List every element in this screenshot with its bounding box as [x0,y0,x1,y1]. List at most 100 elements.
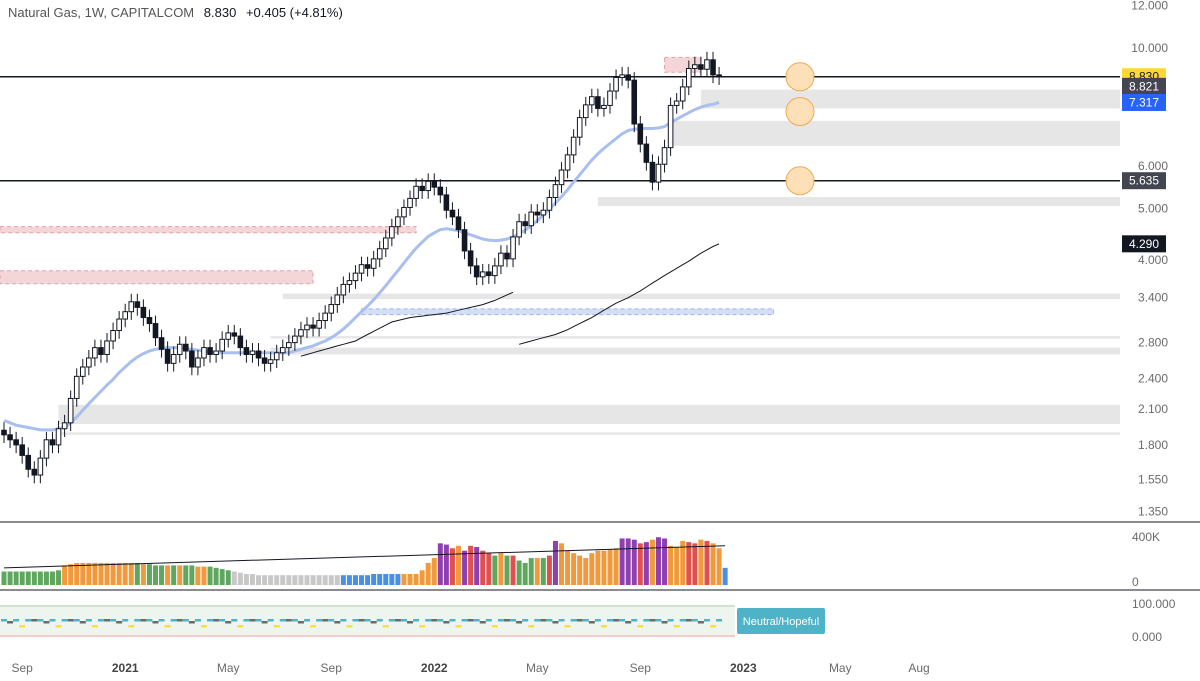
volume-bars [1,537,728,585]
candle-body [237,335,244,349]
sentiment-mark [413,619,420,622]
price-change: +0.405 (+4.81%) [245,5,343,20]
volume-bar [589,553,595,585]
volume-bar [19,571,25,585]
volume-bar [31,571,37,585]
candle-body [370,258,377,269]
candle-body [710,59,716,76]
sentiment-mark [310,625,317,628]
volume-bar [577,555,583,585]
volume-bar [595,550,601,585]
candle-body [273,352,280,361]
volume-bar [425,562,431,585]
volume-bar [583,558,589,585]
candle-body [425,180,431,192]
candle-body [249,350,256,355]
candle-body [534,211,541,216]
y-tick-label: 2.100 [1138,402,1168,416]
volume-bar [480,550,486,585]
candle-body [570,136,577,156]
gray-zone-6 [58,404,1120,424]
candle-body [564,154,571,171]
candle-body [61,422,68,430]
volume-bar [686,542,692,585]
sentiment-mark [600,625,607,628]
candle-body [116,318,122,332]
volume-bar [462,550,468,585]
volume-bar [716,548,722,585]
sentiment-marks [1,619,723,628]
candle-body [661,147,668,165]
sentiment-mark [7,621,14,624]
y-tick-label: 10.000 [1131,41,1168,55]
volume-bar [104,562,110,585]
sentiment-mark [673,625,680,628]
volume-bar [110,562,116,585]
candle-body [170,353,177,364]
volume-bar [601,550,607,585]
sentiment-mark [182,619,189,622]
volume-bar [552,540,558,585]
sentiment-mark [710,625,717,628]
x-tick-label: 2022 [421,661,448,675]
candle-body [140,306,147,319]
volume-bar [62,565,68,585]
volume-bar [49,571,55,585]
candle-body [346,280,353,285]
volume-bar [559,543,565,585]
sentiment-mark [655,619,662,622]
candle-body [92,347,98,359]
candle-body [334,294,341,306]
volume-bar [13,571,19,585]
sentiment-mark [304,619,310,622]
sentiment-mark [510,619,517,622]
candle-body [528,211,535,227]
candle-body [225,332,232,340]
sentiment-mark [352,619,359,622]
candle-body [358,264,365,274]
sentiment-mark [546,619,553,622]
volume-bar [346,575,352,585]
sentiment-mark [522,619,529,622]
volume-bar [625,538,631,585]
candle-body [176,343,183,355]
volume-bar [128,562,134,585]
sentiment-mark [73,619,80,622]
volume-bar [680,540,686,585]
candle-body [98,347,104,355]
sentiment-mark [558,619,565,622]
volume-bar [431,558,437,585]
sentiment-mark [243,619,250,622]
sentiment-mark [685,619,692,622]
candle-body [13,439,19,446]
sentiment-mark [637,625,644,628]
sentiment-mark [467,619,474,622]
sentiment-mark [225,621,232,624]
x-tick-label: May [829,661,852,675]
candle-body [183,343,189,352]
sentiment-mark [152,621,159,624]
volume-bar [134,562,140,585]
x-tick-label: May [526,661,549,675]
candle-body [619,74,625,79]
sentiment-mark [667,619,674,622]
candle-body [267,359,274,364]
candle-body [510,236,516,260]
candle-body [286,342,292,349]
candle-body [679,86,686,102]
sentiment-mark [552,621,559,624]
candle-body [86,357,92,368]
volume-bar [528,558,534,585]
volume-bar [377,573,383,585]
sentiment-mark [297,621,304,624]
volume-bar [474,547,480,585]
volume-bar [698,539,704,585]
volume-bar [98,562,104,585]
supply-zone-1 [0,270,314,285]
y-tick-label: 1.550 [1138,472,1168,486]
candle-body [261,357,268,364]
candle-body [698,64,704,70]
sentiment-mark [716,619,723,622]
price-badge-label: 5.635 [1129,174,1159,188]
